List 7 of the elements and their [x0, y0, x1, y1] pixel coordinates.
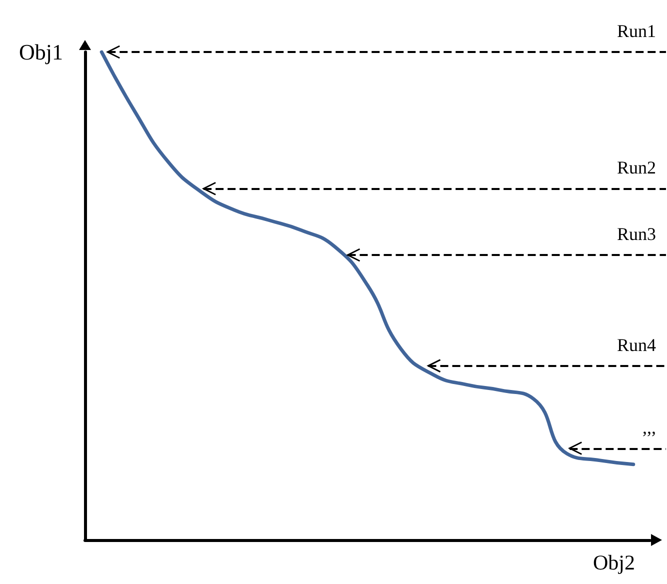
ref-line-label: Run1 [616, 21, 656, 41]
ref-line-label: Run3 [616, 224, 656, 244]
ref-line-label: ,,, [642, 417, 656, 438]
y-axis-title: Obj1 [19, 40, 63, 64]
ref-line-label: Run2 [616, 158, 656, 178]
ref-line-label: Run4 [616, 334, 656, 355]
x-axis-title: Obj2 [593, 550, 635, 574]
